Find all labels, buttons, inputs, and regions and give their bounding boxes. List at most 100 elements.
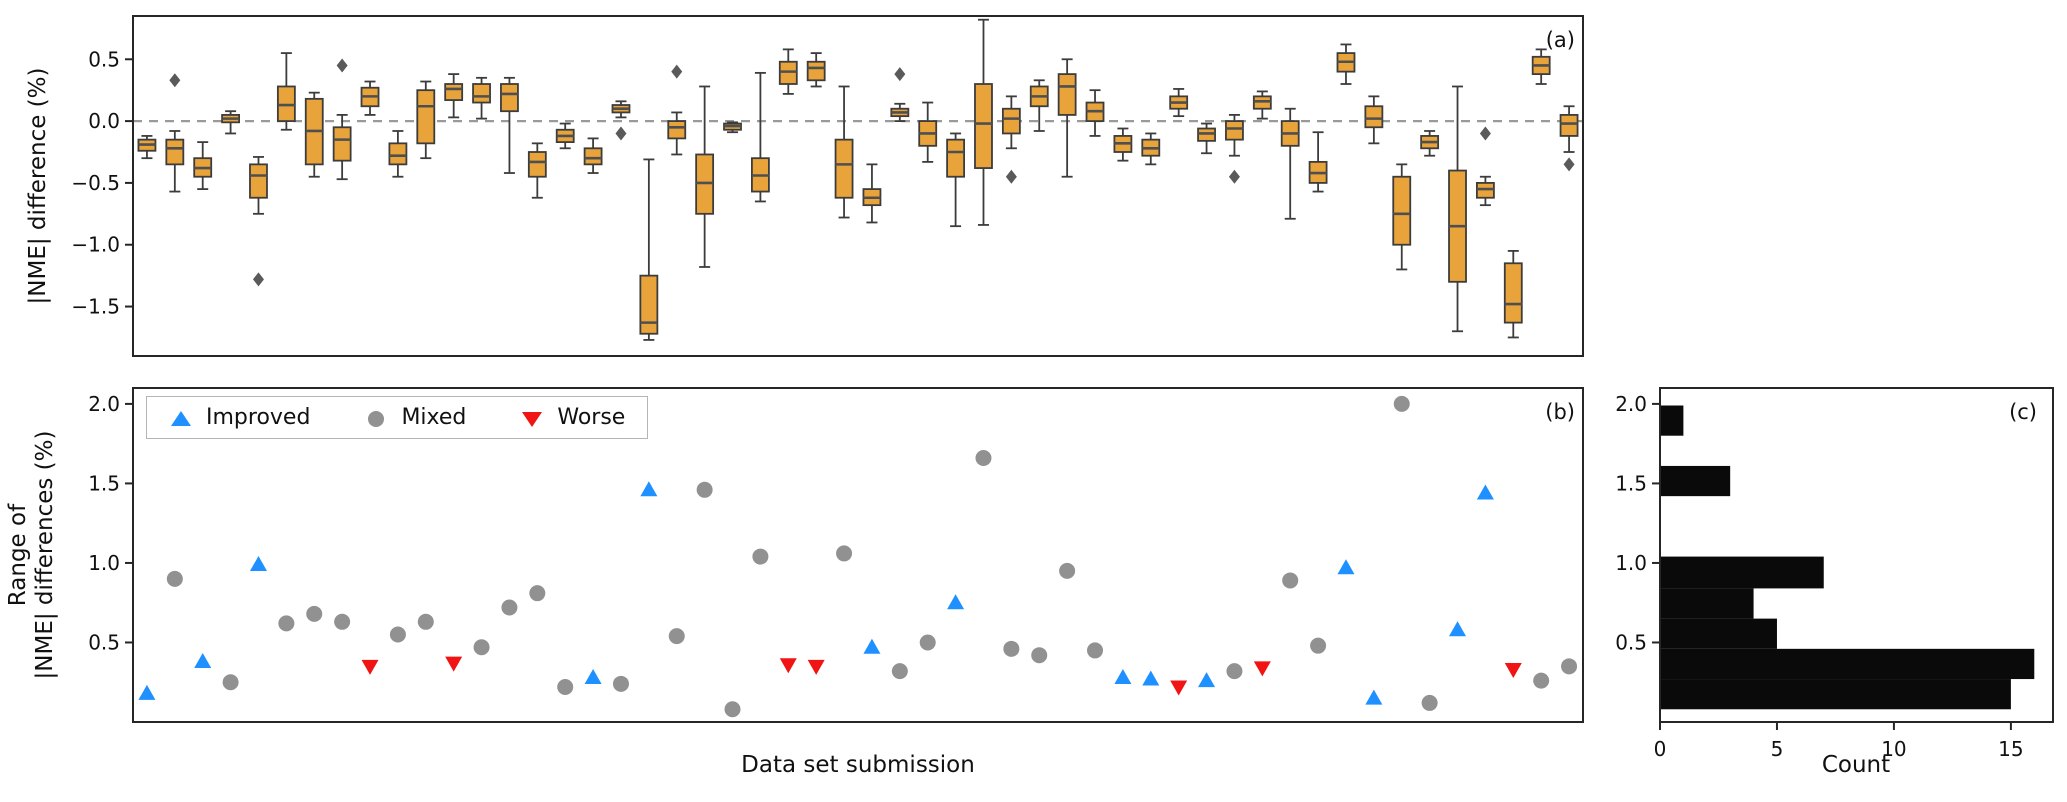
scatter-point-improved [249, 556, 267, 572]
scatter-point-improved [194, 653, 212, 669]
boxplot [806, 52, 826, 88]
scatter-point-improved [1449, 621, 1467, 637]
boxplot [778, 48, 798, 95]
boxplot [1141, 132, 1161, 166]
outlier-diamond [1005, 169, 1017, 184]
panel-a-letter: (a) [1545, 28, 1575, 52]
svg-text:0.0: 0.0 [88, 109, 120, 133]
scatter-point-mixed [417, 613, 434, 630]
svg-text:1.5: 1.5 [1615, 471, 1647, 495]
boxplot [1392, 163, 1412, 271]
boxplot [1252, 90, 1272, 120]
outlier-diamond [1228, 169, 1240, 184]
scatter-point-worse [1253, 661, 1271, 677]
outlier-diamond [1563, 157, 1575, 172]
scatter-point-mixed [836, 545, 853, 562]
scatter-point-improved [640, 481, 658, 497]
panel-c-xlabel: Count [1821, 752, 1891, 778]
scatter-point-mixed [557, 679, 574, 696]
outlier-diamond [336, 58, 348, 73]
outlier-diamond [615, 126, 627, 141]
scatter-point-mixed [1226, 663, 1243, 680]
svg-text:1.0: 1.0 [1615, 551, 1647, 575]
boxplot [974, 18, 993, 226]
svg-text:1.0: 1.0 [88, 551, 120, 575]
scatter-point-mixed [752, 548, 769, 565]
scatter-point-improved [1198, 672, 1216, 688]
boxplot [193, 141, 213, 190]
panel-b-xlabel: Data set submission [741, 752, 975, 778]
boxplot [332, 58, 352, 181]
boxplot [388, 130, 408, 178]
boxplot [1476, 126, 1495, 207]
triangle-up-icon [171, 410, 191, 426]
svg-text:15: 15 [1998, 737, 2023, 761]
scatter-point-improved [863, 638, 881, 654]
scatter-point-mixed [1533, 672, 1550, 689]
boxplot [751, 71, 770, 203]
boxplot [834, 85, 854, 219]
panel-b-letter: (b) [1545, 400, 1575, 424]
scatter-point-mixed [389, 626, 406, 643]
histogram-bar [1660, 405, 1684, 436]
boxplot [444, 73, 464, 119]
boxplot [862, 163, 882, 224]
svg-text:0.5: 0.5 [88, 630, 120, 654]
boxplot [221, 110, 240, 135]
scatter-point-improved [1476, 484, 1494, 500]
panel-b: 0.5 1.0 1.5 2.0 [88, 387, 1584, 723]
svg-text:1.5: 1.5 [88, 471, 120, 495]
boxplot [1113, 127, 1133, 162]
outlier-diamond [1479, 126, 1491, 141]
boxplot [472, 76, 491, 120]
boxplot [890, 67, 910, 122]
boxplot [1197, 122, 1216, 155]
boxplot [918, 101, 938, 163]
scatter-point-mixed [1310, 637, 1327, 654]
boxplot [1503, 250, 1523, 339]
scatter-point-mixed [668, 628, 685, 645]
legend-label-worse: Worse [557, 405, 626, 430]
triangle-down-icon [522, 411, 543, 427]
scatter-point-mixed [919, 634, 936, 651]
boxplot [946, 132, 965, 228]
boxplot [137, 135, 157, 160]
histogram-bar [1660, 648, 2035, 680]
scatter-point-improved [584, 668, 602, 684]
scatter-point-worse [807, 659, 825, 675]
svg-text:0.5: 0.5 [88, 47, 120, 71]
boxplot [1448, 85, 1467, 333]
scatter-point-mixed [612, 675, 629, 692]
scatter-point-mixed [306, 605, 323, 622]
scatter-point-mixed [1421, 694, 1438, 711]
boxplot [611, 100, 631, 141]
svg-text:2.0: 2.0 [88, 392, 120, 416]
legend-label-improved: Improved [206, 405, 311, 430]
svg-text:2.0: 2.0 [1615, 392, 1647, 416]
histogram-bar [1660, 618, 1777, 649]
boxplot [1308, 131, 1328, 193]
panel-b-ylabel-line1: Range of [5, 503, 31, 607]
scatter-point-worse [1170, 680, 1188, 696]
scatter-point-mixed [529, 585, 546, 602]
scatter-point-mixed [724, 701, 741, 718]
boxplot [416, 80, 436, 160]
boxplot [1057, 58, 1077, 178]
scatter-point-mixed [1282, 572, 1299, 589]
scatter-point-mixed [166, 570, 183, 587]
svg-text:5: 5 [1771, 737, 1784, 761]
boxplot [555, 122, 575, 150]
boxplot [1001, 95, 1021, 184]
histogram-bar [1660, 679, 2011, 710]
boxplot [1225, 114, 1244, 184]
scatter-point-mixed [696, 481, 713, 498]
scatter-point-mixed [473, 639, 490, 656]
boxplot [1085, 89, 1105, 137]
scatter-point-improved [1142, 670, 1160, 686]
boxplot [360, 80, 380, 116]
outlier-diamond [252, 272, 264, 287]
histogram-bar [1660, 465, 1731, 497]
panel-c-letter: (c) [2009, 400, 2037, 424]
